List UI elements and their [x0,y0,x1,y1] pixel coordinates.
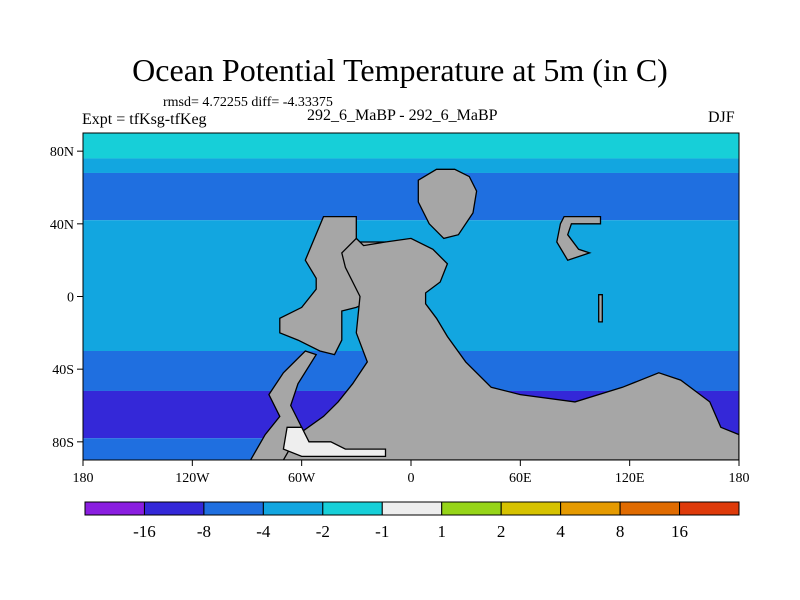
colorbar-box-6 [441,501,502,516]
field-band-2 [83,172,739,221]
x-tick-label-4: 60E [509,471,532,486]
field-band-1 [83,158,739,173]
colorbar-box-5 [381,501,443,516]
x-tick-label-5: 120E [615,471,645,486]
colorbar-box-2 [203,501,264,516]
land-eurasia-africa [282,237,739,460]
colorbar-box-8 [560,501,621,516]
y-tick-label-3: 40S [52,363,74,378]
x-tick-label-3: 0 [408,471,415,486]
x-tick-label-1: 120W [175,471,210,486]
y-tick-label-4: 80S [52,436,74,451]
colorbar-label-1: -8 [197,522,211,541]
colorbar-box-10 [679,501,740,516]
colorbar-box-3 [262,501,324,516]
x-tick-label-2: 60W [288,471,316,486]
y-tick-label-1: 40N [50,218,74,233]
land-east-land [556,215,602,261]
colorbar-box-9 [619,501,681,516]
colorbar-label-9: 16 [671,522,688,541]
colorbar-box-0 [84,501,145,516]
land-greenland [417,168,478,240]
x-tick-label-6: 180 [729,471,750,486]
colorbar: -16 -8 -4 -2 -1 1 2 4 8 16 [84,501,740,541]
experiment-label: Expt = tfKsg-tfKeg [82,111,207,128]
colorbar-label-6: 2 [497,522,506,541]
colorbar-label-0: -16 [133,522,156,541]
land-polar-ice [282,426,387,458]
colorbar-label-3: -2 [316,522,330,541]
y-tick-label-2: 0 [67,291,74,306]
land-small-island [598,294,603,323]
colorbar-label-8: 8 [616,522,625,541]
field-band-0 [83,133,739,159]
stats-label: rmsd= 4.72255 diff= -4.33375 [163,95,333,110]
season-label: DJF [708,109,735,126]
chart-title: Ocean Potential Temperature at 5m (in C) [132,52,668,88]
colorbar-label-5: 1 [437,522,446,541]
colorbar-label-4: -1 [375,522,389,541]
x-tick-label-0: 180 [73,471,94,486]
land-mask [249,168,739,460]
colorbar-box-7 [500,501,562,516]
y-tick-label-0: 80N [50,145,74,160]
colorbar-label-2: -4 [256,522,271,541]
colorbar-label-7: 4 [556,522,565,541]
case-label: 292_6_MaBP - 292_6_MaBP [307,107,498,124]
colorbar-box-1 [143,501,205,516]
colorbar-box-4 [322,501,383,516]
map-axes: 180 120W 60W 0 60E 120E 180 80N 40N 0 40S 80S [50,145,750,486]
